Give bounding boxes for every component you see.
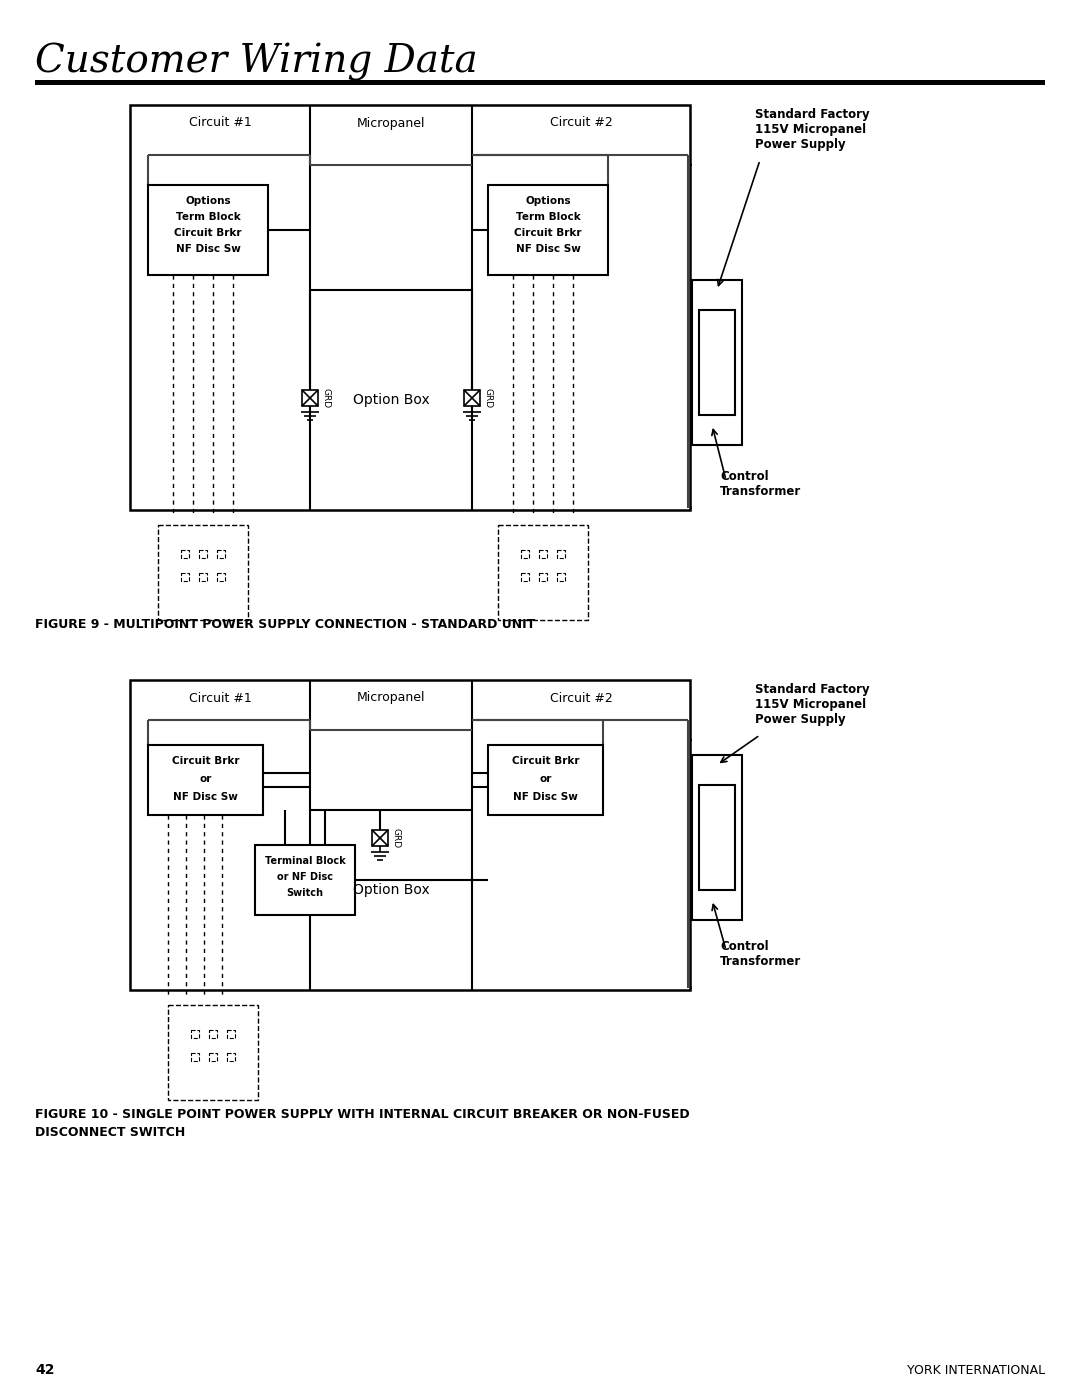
Bar [181, 573, 189, 581]
Bar [148, 184, 268, 275]
Bar [255, 845, 355, 915]
Bar [217, 573, 225, 581]
Text: 42: 42 [35, 1363, 54, 1377]
Bar [692, 754, 742, 921]
Text: or NF Disc: or NF Disc [276, 872, 333, 882]
Bar [521, 573, 529, 581]
Text: NF Disc Sw: NF Disc Sw [513, 792, 578, 802]
Text: Circuit Brkr: Circuit Brkr [172, 756, 240, 766]
Text: Options: Options [185, 196, 231, 205]
Text: GRD: GRD [391, 828, 400, 848]
Text: Option Box: Option Box [353, 883, 430, 897]
Text: Circuit #1: Circuit #1 [189, 692, 252, 704]
Bar [539, 573, 546, 581]
Text: Standard Factory
115V Micropanel
Power Supply: Standard Factory 115V Micropanel Power S… [755, 108, 869, 151]
Text: DISCONNECT SWITCH: DISCONNECT SWITCH [35, 1126, 186, 1140]
Bar [158, 525, 248, 620]
Bar [692, 279, 742, 446]
Bar [130, 105, 690, 510]
Bar [539, 550, 546, 557]
Bar [302, 390, 318, 407]
Text: Control
Transformer: Control Transformer [720, 940, 801, 968]
Bar [699, 310, 735, 415]
Bar [199, 573, 207, 581]
Bar [372, 830, 388, 847]
Bar [148, 745, 264, 814]
Bar [191, 1030, 199, 1038]
Bar [210, 1030, 217, 1038]
Text: Circuit Brkr: Circuit Brkr [514, 228, 582, 237]
Bar [557, 550, 565, 557]
Text: Term Block: Term Block [515, 212, 580, 222]
Text: Options: Options [525, 196, 571, 205]
Bar [521, 550, 529, 557]
Bar [210, 1053, 217, 1060]
Text: GRD: GRD [483, 388, 492, 408]
Bar [191, 1053, 199, 1060]
Bar [181, 550, 189, 557]
Text: or: or [200, 774, 212, 784]
Bar [227, 1053, 235, 1060]
Text: FIGURE 10 - SINGLE POINT POWER SUPPLY WITH INTERNAL CIRCUIT BREAKER OR NON-FUSED: FIGURE 10 - SINGLE POINT POWER SUPPLY WI… [35, 1108, 690, 1122]
Bar [227, 1030, 235, 1038]
Text: Customer Wiring Data: Customer Wiring Data [35, 43, 477, 81]
Text: Terminal Block: Terminal Block [265, 856, 346, 866]
Text: Circuit Brkr: Circuit Brkr [174, 228, 242, 237]
Bar [199, 550, 207, 557]
Text: YORK INTERNATIONAL: YORK INTERNATIONAL [907, 1363, 1045, 1376]
Text: or: or [539, 774, 552, 784]
Bar [35, 80, 1045, 85]
Text: Control
Transformer: Control Transformer [720, 469, 801, 497]
Bar [168, 1004, 258, 1099]
Bar [699, 785, 735, 890]
Text: NF Disc Sw: NF Disc Sw [173, 792, 238, 802]
Text: Circuit #2: Circuit #2 [550, 116, 612, 130]
Text: Circuit #1: Circuit #1 [189, 116, 252, 130]
Bar [130, 680, 690, 990]
Bar [557, 573, 565, 581]
Text: Standard Factory
115V Micropanel
Power Supply: Standard Factory 115V Micropanel Power S… [755, 683, 869, 726]
Text: GRD: GRD [321, 388, 330, 408]
Text: Option Box: Option Box [353, 393, 430, 407]
Text: Circuit #2: Circuit #2 [550, 692, 612, 704]
Bar [488, 745, 603, 814]
Bar [498, 525, 588, 620]
Text: Term Block: Term Block [176, 212, 241, 222]
Bar [217, 550, 225, 557]
Bar [488, 184, 608, 275]
Text: Circuit Brkr: Circuit Brkr [512, 756, 579, 766]
Text: NF Disc Sw: NF Disc Sw [176, 244, 241, 254]
Text: FIGURE 9 - MULTIPOINT POWER SUPPLY CONNECTION - STANDARD UNIT: FIGURE 9 - MULTIPOINT POWER SUPPLY CONNE… [35, 619, 536, 631]
Text: Micropanel: Micropanel [356, 692, 426, 704]
Text: Micropanel: Micropanel [356, 116, 426, 130]
Text: Switch: Switch [286, 888, 324, 898]
Text: NF Disc Sw: NF Disc Sw [515, 244, 580, 254]
Bar [464, 390, 480, 407]
